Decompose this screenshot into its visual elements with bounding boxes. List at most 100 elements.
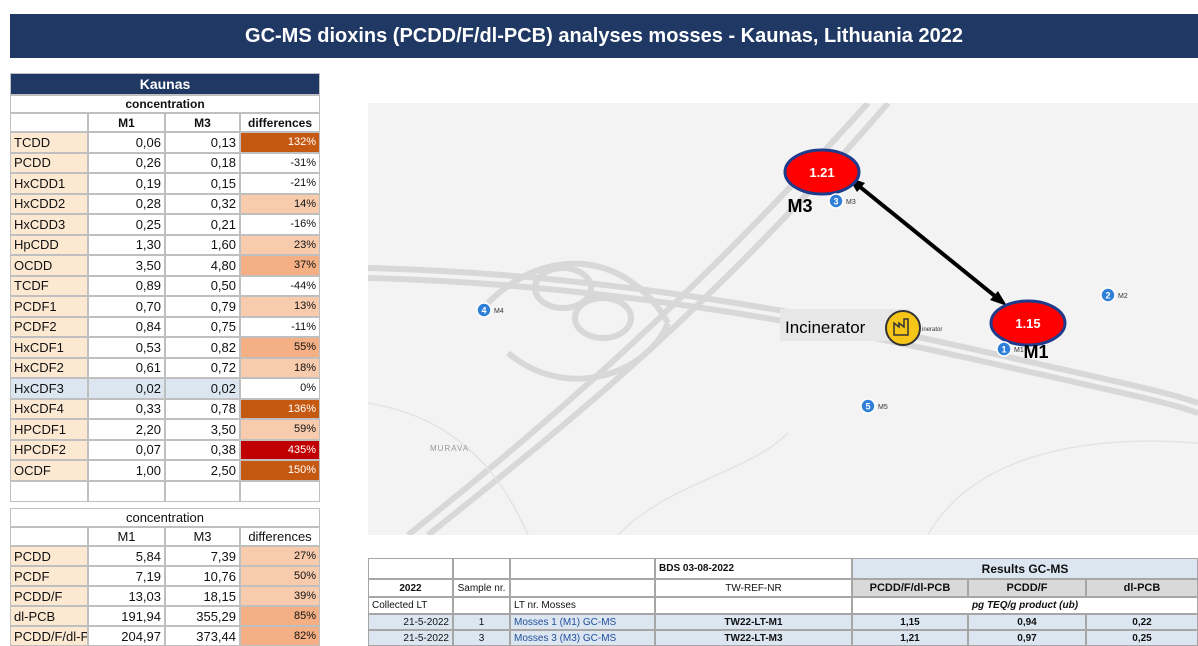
value-cell: 373,44	[165, 626, 240, 646]
value-cell: 3,50	[88, 255, 165, 276]
marker-label: M5	[878, 404, 888, 411]
value-cell: 0,32	[165, 193, 240, 214]
difference-cell: 136%	[240, 398, 320, 419]
marker-number: 1	[1001, 345, 1006, 355]
value-cell: 355,29	[165, 606, 240, 626]
value-cell: 10,76	[165, 566, 240, 586]
value-cell: 191,94	[88, 606, 165, 626]
marker	[476, 302, 492, 318]
difference-cell: 59%	[240, 419, 320, 440]
column-header: differences	[240, 113, 320, 132]
subheader: concentration	[10, 508, 320, 527]
value-cell: 0,70	[88, 296, 165, 317]
marker	[828, 193, 844, 209]
marker-label: M3	[846, 199, 856, 206]
value-cell: 0,21	[165, 214, 240, 235]
difference-cell: 55%	[240, 337, 320, 358]
result-ellipse	[783, 148, 861, 196]
subheader: concentration	[10, 95, 320, 113]
result-value: 1.15	[1015, 316, 1040, 331]
result-cell: 1,21	[852, 630, 968, 646]
value-cell: 2,50	[165, 460, 240, 481]
row-name: HxCDF2	[10, 357, 88, 378]
incinerator-small: inerator	[922, 327, 942, 333]
row-name: HPCDF2	[10, 439, 88, 460]
blank-cell	[368, 558, 453, 579]
column-header: differences	[240, 527, 320, 546]
value-cell: 0,82	[165, 337, 240, 358]
row-name: OCDD	[10, 255, 88, 276]
minor-roads	[368, 402, 1198, 535]
arrow	[852, 180, 1003, 303]
row-name: HxCDF1	[10, 337, 88, 358]
result-cell: 1	[453, 614, 510, 630]
difference-cell: -16%	[240, 214, 320, 235]
site-label: M3	[787, 196, 812, 216]
unit-cell: pg TEQ/g product (ub)	[852, 597, 1198, 614]
value-cell: 1,60	[165, 234, 240, 255]
difference-cell: -44%	[240, 275, 320, 296]
marker-number: 4	[481, 306, 486, 316]
results-header: Results GC-MS	[852, 558, 1198, 579]
blank-cell	[655, 597, 852, 614]
value-cell: 0,78	[165, 398, 240, 419]
value-cell: 0,06	[88, 132, 165, 153]
marker-number: 3	[833, 197, 838, 207]
value-cell: 0,26	[88, 152, 165, 173]
blank-cell	[453, 558, 510, 579]
date-header: BDS 03-08-2022	[655, 558, 852, 579]
column-header: 2022	[368, 579, 453, 597]
column-header: Sample nr.	[453, 579, 510, 597]
row-name: HxCDD3	[10, 214, 88, 235]
difference-cell: 27%	[240, 546, 320, 566]
value-cell: 0,89	[88, 275, 165, 296]
result-cell: TW22-LT-M1	[655, 614, 852, 630]
result-cell: 3	[453, 630, 510, 646]
result-cell: Mosses 1 (M1) GC-MS	[510, 614, 655, 630]
value-cell: 0,25	[88, 214, 165, 235]
row-name: HxCDF3	[10, 378, 88, 399]
empty-cell	[10, 480, 88, 502]
header-cell	[10, 113, 88, 132]
value-cell: 0,79	[165, 296, 240, 317]
value-cell: 0,75	[165, 316, 240, 337]
value-cell: 0,15	[165, 173, 240, 194]
value-cell: 0,72	[165, 357, 240, 378]
column-header: PCDD/F	[968, 579, 1086, 597]
column-header	[510, 579, 655, 597]
empty-cell	[88, 480, 165, 502]
marker	[996, 341, 1012, 357]
result-cell: 0,25	[1086, 630, 1198, 646]
value-cell: 0,18	[165, 152, 240, 173]
value-cell: 0,19	[88, 173, 165, 194]
row-name: dl-PCB	[10, 606, 88, 626]
row-name: PCDF2	[10, 316, 88, 337]
difference-cell: 50%	[240, 566, 320, 586]
difference-cell: 39%	[240, 586, 320, 606]
row-name: PCDD/F	[10, 586, 88, 606]
value-cell: 0,02	[88, 378, 165, 399]
difference-cell: 150%	[240, 460, 320, 481]
place-label: MURAVA	[430, 444, 469, 453]
column-header: PCDD/F/dl-PCB	[852, 579, 968, 597]
row-name: HxCDF4	[10, 398, 88, 419]
value-cell: 7,19	[88, 566, 165, 586]
sub-cell: Collected LT	[368, 597, 453, 614]
value-cell: 4,80	[165, 255, 240, 276]
difference-cell: 132%	[240, 132, 320, 153]
result-cell: 1,15	[852, 614, 968, 630]
value-cell: 0,53	[88, 337, 165, 358]
row-name: TCDD	[10, 132, 88, 153]
site-label: M1	[1023, 342, 1048, 362]
blank-cell	[510, 558, 655, 579]
row-name: PCDF1	[10, 296, 88, 317]
value-cell: 2,20	[88, 419, 165, 440]
value-cell: 5,84	[88, 546, 165, 566]
difference-cell: 85%	[240, 606, 320, 626]
difference-cell: 435%	[240, 439, 320, 460]
marker	[1100, 287, 1116, 303]
arrow-head	[990, 291, 1007, 306]
result-ellipse	[989, 299, 1067, 347]
value-cell: 18,15	[165, 586, 240, 606]
value-cell: 1,00	[88, 460, 165, 481]
